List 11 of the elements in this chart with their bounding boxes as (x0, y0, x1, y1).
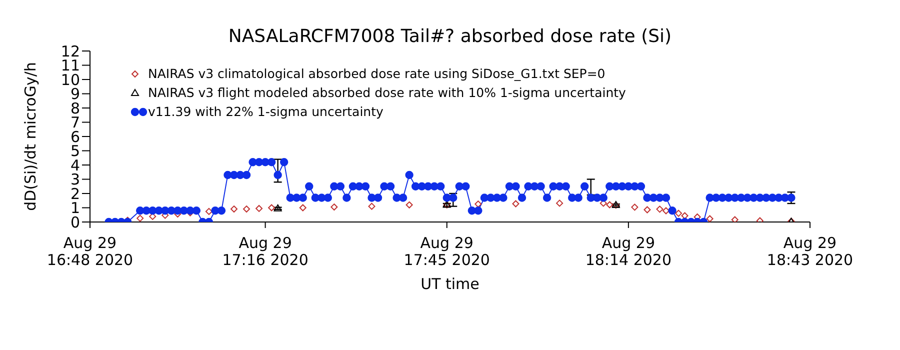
x-tick-label: Aug 29 16:48 2020 (46, 234, 134, 269)
x-axis-title: UT time (420, 275, 480, 293)
x-tick-label: Aug 29 17:45 2020 (404, 234, 490, 269)
chart-title: NASALaRCFM7008 Tail#? absorbed dose rate (Si) (228, 26, 672, 47)
x-tick-label: Aug 29 18:43 2020 (766, 234, 854, 269)
legend-label: v11.39 with 22% 1-sigma uncertainty (148, 103, 384, 121)
x-tick-label: Aug 29 17:16 2020 (222, 234, 308, 269)
legend-label: NAIRAS v3 climatological absorbed dose rate using SiDose_G1.txt SEP=0 (148, 65, 606, 83)
x-tick-label: Aug 29 18:14 2020 (585, 234, 672, 269)
y-axis-title: dD(Si)/dt microGy/h (21, 62, 40, 211)
legend-label: NAIRAS v3 flight modeled absorbed dose rate with 10% 1-sigma uncertainty (148, 84, 626, 102)
